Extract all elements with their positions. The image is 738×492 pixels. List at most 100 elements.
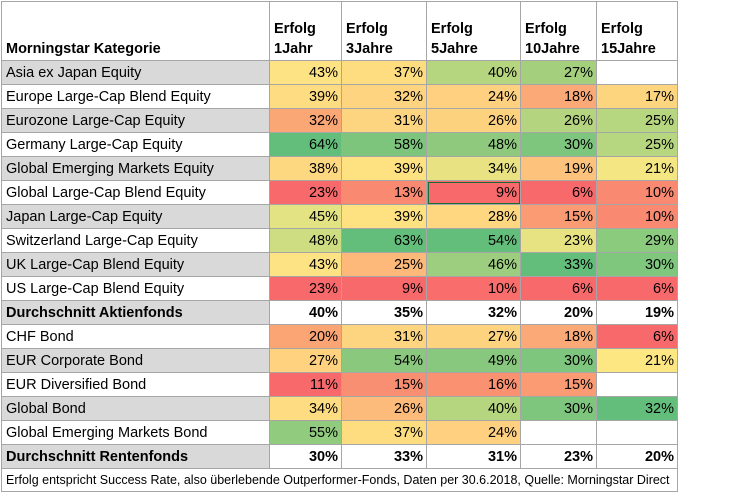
header-3-jahre[interactable]: Erfolg 3Jahre bbox=[341, 1, 427, 61]
value-cell[interactable]: 30% bbox=[596, 252, 678, 277]
value-cell[interactable]: 11% bbox=[269, 372, 342, 397]
value-cell[interactable]: 23% bbox=[520, 228, 597, 253]
category-cell[interactable]: Global Emerging Markets Bond bbox=[1, 420, 270, 445]
value-cell[interactable]: 29% bbox=[596, 228, 678, 253]
value-cell[interactable]: 33% bbox=[520, 252, 597, 277]
value-cell[interactable]: 37% bbox=[341, 60, 427, 85]
value-cell[interactable]: 27% bbox=[520, 60, 597, 85]
category-cell[interactable]: Switzerland Large-Cap Equity bbox=[1, 228, 270, 253]
value-cell[interactable]: 64% bbox=[269, 132, 342, 157]
value-cell[interactable]: 49% bbox=[426, 348, 521, 373]
value-cell[interactable]: 43% bbox=[269, 252, 342, 277]
value-cell[interactable]: 40% bbox=[426, 60, 521, 85]
value-cell[interactable] bbox=[596, 60, 678, 85]
value-cell[interactable]: 39% bbox=[341, 204, 427, 229]
category-cell[interactable]: Global Bond bbox=[1, 396, 270, 421]
value-cell[interactable]: 18% bbox=[520, 324, 597, 349]
value-cell[interactable]: 16% bbox=[426, 372, 521, 397]
header-category[interactable]: Morningstar Kategorie bbox=[1, 1, 270, 61]
value-cell[interactable]: 58% bbox=[341, 132, 427, 157]
header-10-jahre[interactable]: Erfolg 10Jahre bbox=[520, 1, 597, 61]
value-cell[interactable]: 21% bbox=[596, 348, 678, 373]
value-cell[interactable] bbox=[520, 420, 597, 445]
category-cell[interactable]: EUR Corporate Bond bbox=[1, 348, 270, 373]
value-cell[interactable]: 6% bbox=[596, 324, 678, 349]
value-cell[interactable]: 40% bbox=[269, 300, 342, 325]
value-cell[interactable]: 15% bbox=[520, 372, 597, 397]
value-cell[interactable]: 15% bbox=[341, 372, 427, 397]
value-cell[interactable]: 9% bbox=[341, 276, 427, 301]
value-cell[interactable]: 32% bbox=[596, 396, 678, 421]
value-cell[interactable]: 32% bbox=[426, 300, 521, 325]
value-cell[interactable]: 21% bbox=[596, 156, 678, 181]
value-cell[interactable]: 27% bbox=[426, 324, 521, 349]
value-cell[interactable]: 6% bbox=[520, 276, 597, 301]
category-cell[interactable]: Europe Large-Cap Blend Equity bbox=[1, 84, 270, 109]
value-cell[interactable]: 24% bbox=[426, 84, 521, 109]
value-cell[interactable]: 43% bbox=[269, 60, 342, 85]
value-cell[interactable]: 20% bbox=[520, 300, 597, 325]
value-cell[interactable]: 32% bbox=[269, 108, 342, 133]
category-cell[interactable]: Eurozone Large-Cap Equity bbox=[1, 108, 270, 133]
category-cell[interactable]: Japan Large-Cap Equity bbox=[1, 204, 270, 229]
value-cell[interactable]: 18% bbox=[520, 84, 597, 109]
value-cell[interactable]: 10% bbox=[596, 180, 678, 205]
value-cell[interactable]: 54% bbox=[341, 348, 427, 373]
value-cell[interactable]: 34% bbox=[426, 156, 521, 181]
value-cell[interactable]: 35% bbox=[341, 300, 427, 325]
value-cell[interactable] bbox=[596, 372, 678, 397]
value-cell[interactable]: 31% bbox=[426, 444, 521, 469]
value-cell[interactable]: 26% bbox=[426, 108, 521, 133]
value-cell[interactable]: 23% bbox=[269, 276, 342, 301]
value-cell[interactable]: 55% bbox=[269, 420, 342, 445]
value-cell[interactable]: 23% bbox=[520, 444, 597, 469]
value-cell[interactable]: 63% bbox=[341, 228, 427, 253]
category-cell[interactable]: EUR Diversified Bond bbox=[1, 372, 270, 397]
category-cell[interactable]: Durchschnitt Rentenfonds bbox=[1, 444, 270, 469]
source-note[interactable]: Erfolg entspricht Success Rate, also übe… bbox=[1, 468, 678, 492]
value-cell[interactable]: 19% bbox=[596, 300, 678, 325]
value-cell[interactable]: 6% bbox=[596, 276, 678, 301]
category-cell[interactable]: Global Large-Cap Blend Equity bbox=[1, 180, 270, 205]
value-cell[interactable]: 34% bbox=[269, 396, 342, 421]
value-cell[interactable]: 48% bbox=[269, 228, 342, 253]
value-cell[interactable]: 54% bbox=[426, 228, 521, 253]
category-cell[interactable]: Asia ex Japan Equity bbox=[1, 60, 270, 85]
value-cell[interactable]: 39% bbox=[341, 156, 427, 181]
value-cell[interactable]: 6% bbox=[520, 180, 597, 205]
category-cell[interactable]: Durchschnitt Aktienfonds bbox=[1, 300, 270, 325]
value-cell[interactable]: 38% bbox=[269, 156, 342, 181]
value-cell[interactable]: 40% bbox=[426, 396, 521, 421]
value-cell[interactable]: 25% bbox=[596, 108, 678, 133]
value-cell[interactable]: 28% bbox=[426, 204, 521, 229]
value-cell[interactable]: 23% bbox=[269, 180, 342, 205]
value-cell[interactable]: 32% bbox=[341, 84, 427, 109]
value-cell[interactable]: 13% bbox=[341, 180, 427, 205]
header-5-jahre[interactable]: Erfolg 5Jahre bbox=[426, 1, 521, 61]
value-cell[interactable]: 45% bbox=[269, 204, 342, 229]
value-cell[interactable]: 46% bbox=[426, 252, 521, 277]
value-cell[interactable]: 10% bbox=[596, 204, 678, 229]
value-cell[interactable]: 30% bbox=[520, 396, 597, 421]
value-cell[interactable]: 26% bbox=[341, 396, 427, 421]
category-cell[interactable]: Germany Large-Cap Equity bbox=[1, 132, 270, 157]
value-cell[interactable]: 31% bbox=[341, 324, 427, 349]
value-cell[interactable]: 37% bbox=[341, 420, 427, 445]
category-cell[interactable]: Global Emerging Markets Equity bbox=[1, 156, 270, 181]
value-cell[interactable]: 27% bbox=[269, 348, 342, 373]
header-15-jahre[interactable]: Erfolg 15Jahre bbox=[596, 1, 678, 61]
value-cell[interactable]: 25% bbox=[341, 252, 427, 277]
category-cell[interactable]: US Large-Cap Blend Equity bbox=[1, 276, 270, 301]
value-cell[interactable]: 20% bbox=[596, 444, 678, 469]
value-cell[interactable]: 26% bbox=[520, 108, 597, 133]
value-cell[interactable]: 19% bbox=[520, 156, 597, 181]
value-cell[interactable]: 33% bbox=[341, 444, 427, 469]
value-cell[interactable]: 15% bbox=[520, 204, 597, 229]
value-cell[interactable]: 25% bbox=[596, 132, 678, 157]
value-cell[interactable]: 10% bbox=[426, 276, 521, 301]
value-cell[interactable]: 9% bbox=[426, 180, 521, 205]
value-cell[interactable]: 30% bbox=[520, 348, 597, 373]
category-cell[interactable]: CHF Bond bbox=[1, 324, 270, 349]
value-cell[interactable]: 39% bbox=[269, 84, 342, 109]
value-cell[interactable]: 31% bbox=[341, 108, 427, 133]
